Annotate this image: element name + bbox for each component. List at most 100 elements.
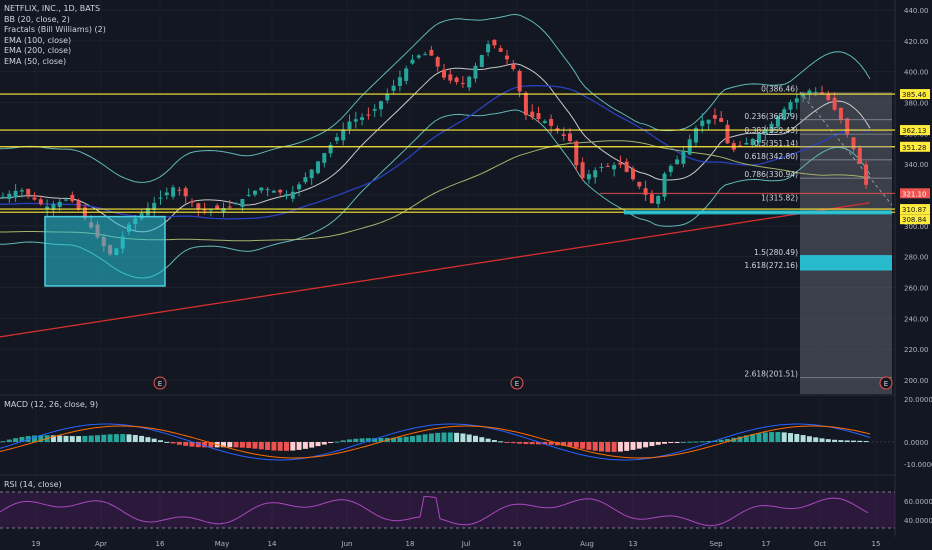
rsi-band bbox=[0, 492, 895, 528]
candle bbox=[215, 205, 220, 209]
price-tag-label: 310.87 bbox=[902, 206, 927, 214]
macd-histogram-bar bbox=[756, 433, 762, 442]
macd-histogram-bar bbox=[517, 442, 523, 444]
macd-histogram-bar bbox=[145, 437, 151, 442]
candle bbox=[826, 93, 831, 100]
x-tick-label: Jun bbox=[341, 540, 353, 548]
candle bbox=[429, 49, 434, 56]
macd-histogram-bar bbox=[38, 435, 44, 442]
candle bbox=[391, 85, 396, 91]
candle bbox=[568, 133, 572, 142]
candle bbox=[246, 194, 251, 196]
consolidation-box bbox=[44, 215, 166, 287]
macd-histogram-bar bbox=[775, 432, 781, 442]
macd-histogram-bar bbox=[208, 442, 214, 448]
candle bbox=[668, 165, 673, 172]
x-tick-label: 16 bbox=[156, 540, 165, 548]
macd-histogram-bar bbox=[296, 442, 302, 450]
fib-level-label: 0.5(351.14) bbox=[754, 139, 798, 148]
macd-histogram-bar bbox=[712, 440, 718, 442]
macd-histogram-bar bbox=[76, 436, 82, 442]
candle bbox=[467, 76, 472, 88]
earnings-marker bbox=[510, 376, 524, 390]
macd-histogram-bar bbox=[687, 441, 693, 443]
macd-histogram-bar bbox=[491, 440, 497, 442]
candle bbox=[460, 82, 465, 84]
macd-histogram-bar bbox=[485, 438, 491, 442]
macd-histogram-bar bbox=[258, 442, 264, 450]
ema-line bbox=[0, 202, 871, 338]
candle bbox=[240, 199, 245, 207]
candle bbox=[542, 120, 547, 123]
candle bbox=[675, 159, 680, 165]
macd-histogram-bar bbox=[844, 440, 850, 442]
price-tag bbox=[900, 141, 930, 152]
macd-histogram-bar bbox=[302, 442, 308, 449]
candle bbox=[838, 107, 843, 120]
candle bbox=[202, 209, 207, 211]
candle bbox=[164, 192, 169, 196]
macd-histogram-bar bbox=[107, 434, 113, 442]
bollinger-upper bbox=[0, 13, 871, 183]
candle bbox=[360, 117, 365, 120]
macd-histogram-bar bbox=[567, 442, 573, 447]
price-tag bbox=[900, 188, 930, 199]
macd-histogram-bar bbox=[542, 442, 548, 445]
macd-histogram-bar bbox=[863, 441, 869, 443]
candle bbox=[782, 109, 787, 120]
x-tick-label: Sep bbox=[709, 540, 723, 548]
candle bbox=[190, 201, 194, 203]
candle bbox=[637, 181, 642, 187]
x-tick-label: Aug bbox=[580, 540, 594, 548]
macd-histogram-bar bbox=[101, 434, 107, 442]
candle bbox=[57, 201, 62, 207]
x-tick-label: Jul bbox=[461, 540, 471, 548]
macd-histogram-bar bbox=[365, 438, 371, 442]
macd-histogram-bar bbox=[819, 438, 825, 442]
price-tag-label: 321.10 bbox=[902, 190, 927, 198]
macd-histogram-bar bbox=[189, 442, 195, 447]
y-tick-label: 280.00 bbox=[904, 254, 929, 262]
macd-histogram-bar bbox=[353, 438, 359, 442]
candle bbox=[177, 189, 182, 191]
macd-histogram-bar bbox=[233, 442, 239, 448]
y-tick-label: 200.00 bbox=[904, 377, 929, 385]
macd-histogram-bar bbox=[139, 435, 145, 442]
macd-histogram-bar bbox=[806, 436, 812, 442]
macd-histogram-bar bbox=[743, 435, 749, 442]
macd-histogram-bar bbox=[649, 442, 655, 447]
candle bbox=[845, 118, 850, 135]
x-tick-label: 16 bbox=[513, 540, 522, 548]
macd-histogram-bar bbox=[403, 436, 409, 442]
macd-histogram-bar bbox=[126, 434, 132, 442]
candle bbox=[775, 116, 780, 127]
candle bbox=[738, 145, 743, 147]
macd-histogram-bar bbox=[151, 438, 157, 442]
candle bbox=[631, 168, 635, 180]
candle bbox=[618, 162, 623, 165]
macd-histogram-bar bbox=[334, 441, 340, 443]
macd-histogram-bar bbox=[737, 436, 743, 442]
rsi-tick-label: 60.0000 bbox=[904, 498, 932, 506]
candle bbox=[643, 188, 648, 195]
macd-tick-label: 0.0000 bbox=[904, 439, 929, 447]
candle bbox=[624, 161, 629, 172]
candle bbox=[328, 144, 333, 154]
y-tick-label: 440.00 bbox=[904, 7, 929, 15]
macd-histogram-bar bbox=[599, 442, 604, 452]
candle bbox=[820, 92, 824, 94]
projection-area bbox=[800, 92, 892, 394]
macd-histogram-bar bbox=[548, 442, 554, 445]
ema-line bbox=[0, 63, 871, 233]
macd-histogram-bar bbox=[504, 442, 510, 443]
macd-histogram-bar bbox=[611, 442, 617, 452]
macd-histogram-bar bbox=[328, 442, 334, 444]
x-tick-label: 18 bbox=[406, 540, 415, 548]
candle bbox=[586, 174, 591, 180]
macd-histogram-bar bbox=[718, 439, 724, 442]
macd-histogram-bar bbox=[655, 442, 661, 445]
candle bbox=[851, 137, 856, 150]
macd-histogram-bar bbox=[57, 435, 63, 442]
candle bbox=[511, 64, 516, 70]
